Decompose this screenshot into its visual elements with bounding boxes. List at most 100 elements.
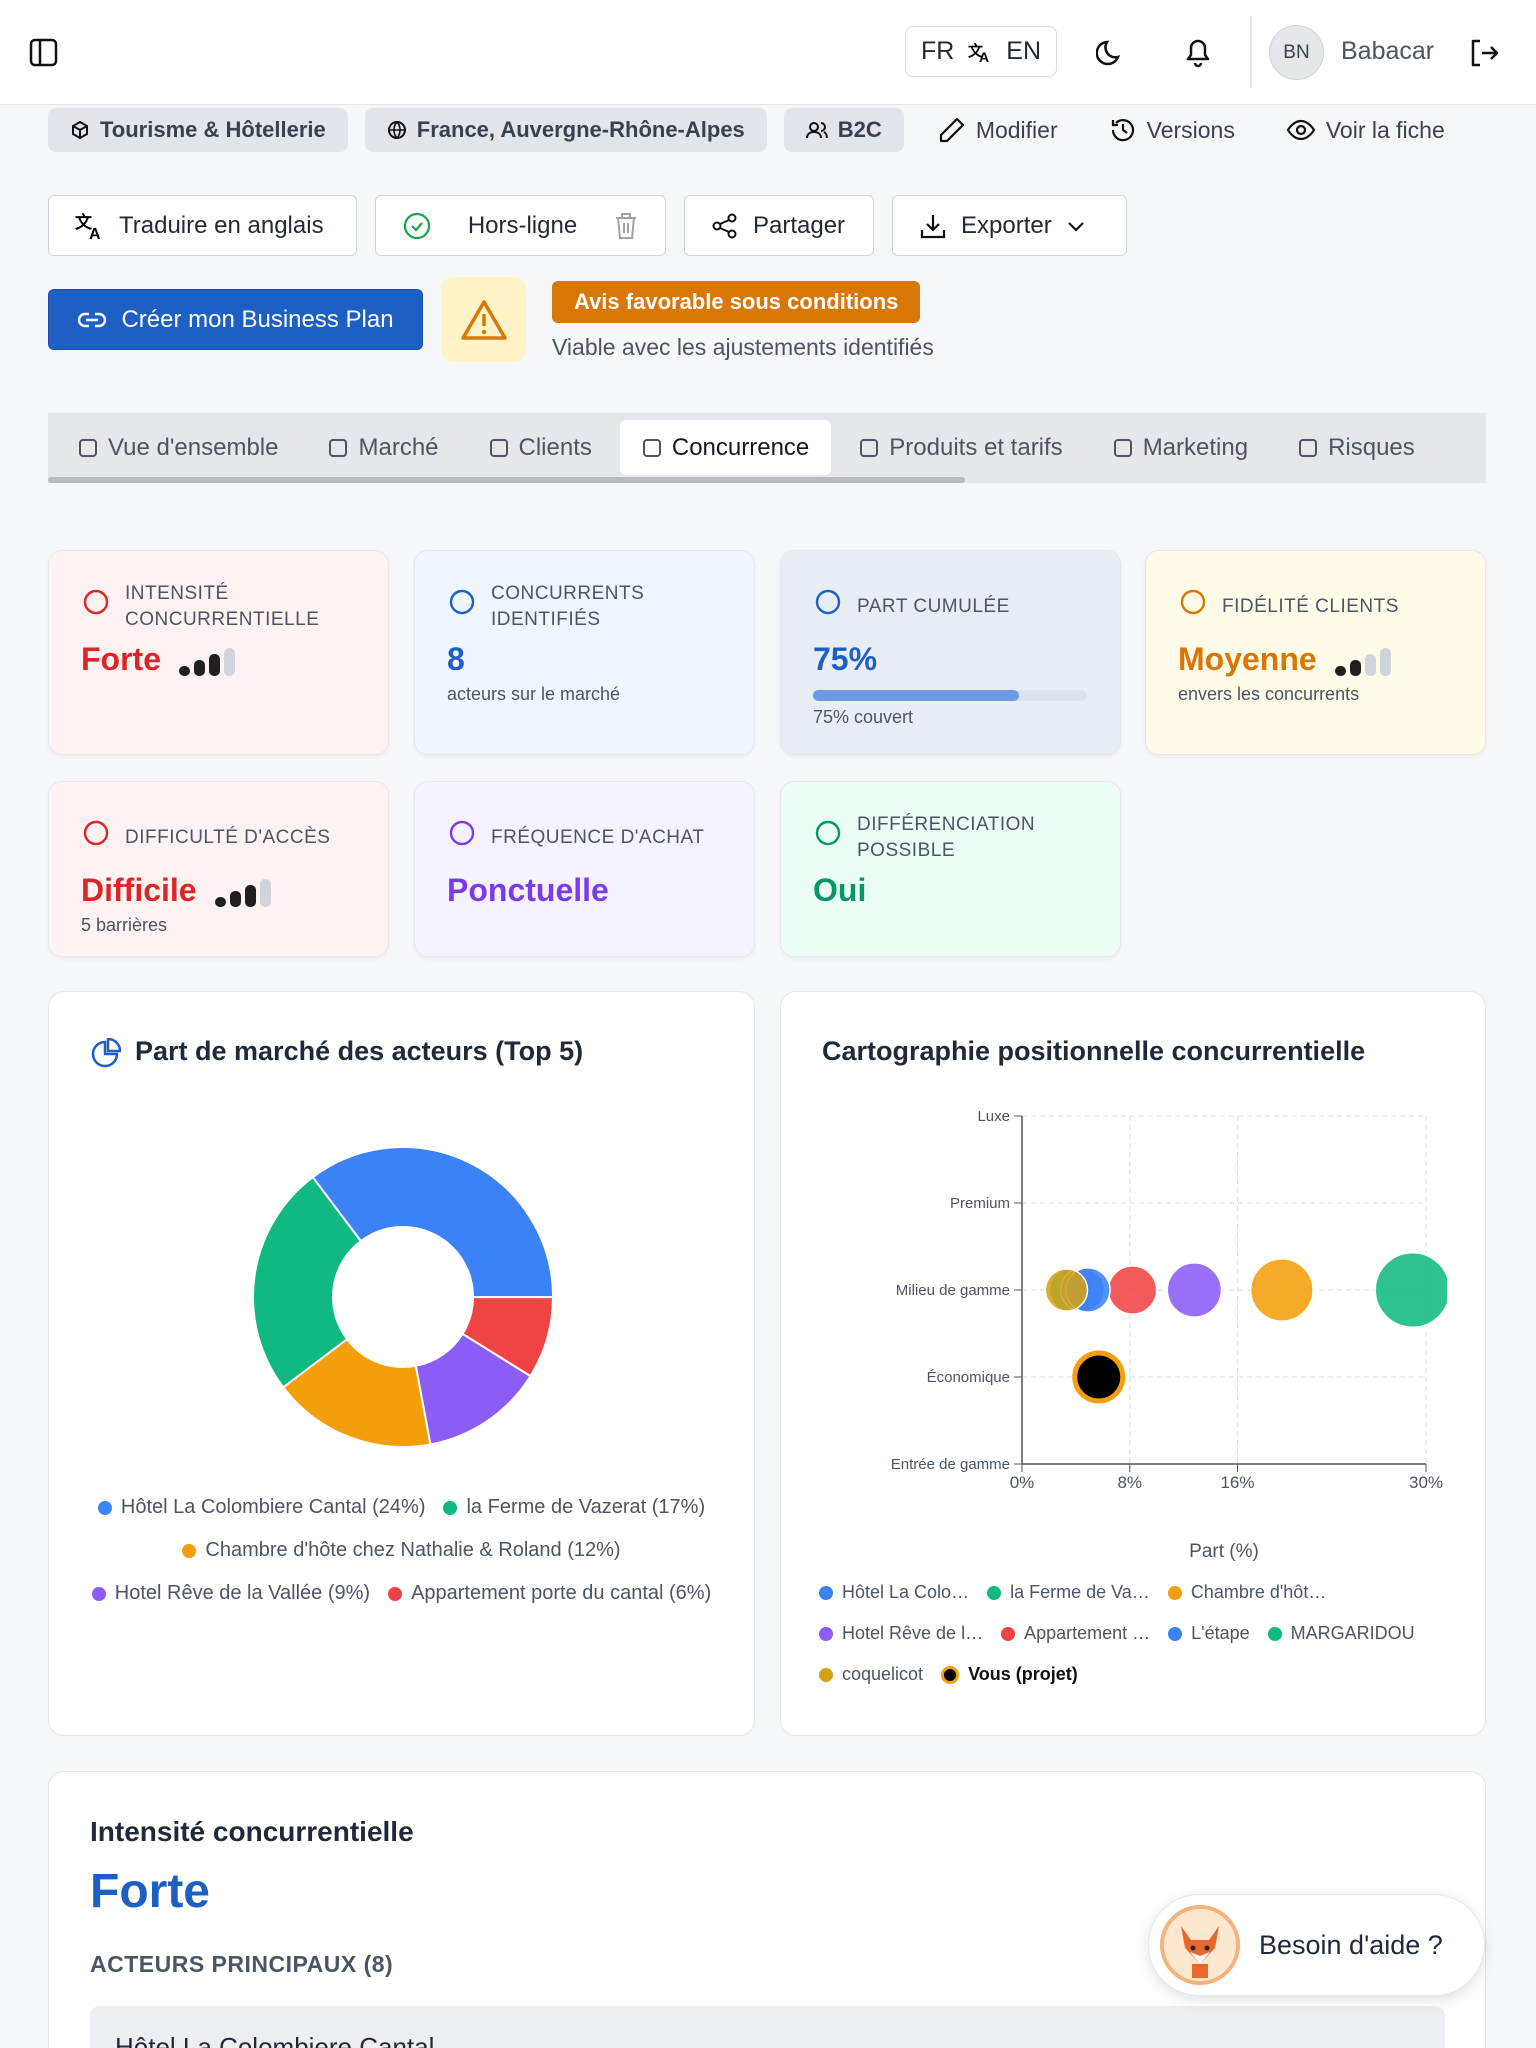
stat-header: Fidélité clients — [1178, 581, 1453, 633]
legend-label: Hôtel La Colombiere Cantal (24%) — [120, 1496, 426, 1518]
stat-value-text: 75% — [813, 641, 878, 677]
donut-slice — [252, 1175, 363, 1389]
legend-dot — [819, 1585, 833, 1600]
stat-card: Fréquence d'achat Ponctuelle — [414, 781, 755, 957]
donut-slice — [311, 1146, 555, 1299]
tab-icon — [1299, 438, 1318, 457]
legend-label: la Ferme de Va… — [1010, 1582, 1150, 1602]
export-button[interactable]: Exporter — [892, 195, 1127, 256]
legend-label: L'étape — [1191, 1623, 1250, 1643]
trash-icon[interactable] — [613, 211, 639, 241]
donut-chart — [252, 1146, 555, 1448]
tag-text: France, Auvergne-Rhône-Alpes — [416, 117, 745, 142]
stat-header: Concurrents identifiés — [447, 581, 722, 633]
notifications[interactable] — [1183, 37, 1213, 69]
button-text: Hors-ligne — [467, 211, 578, 239]
legend-item: Chambre d'hôte chez Nathalie & Roland (1… — [182, 1539, 621, 1562]
tab[interactable]: Risques — [1276, 420, 1437, 475]
legend-dot — [443, 1500, 458, 1515]
stat-value-text: Moyenne — [1178, 641, 1317, 677]
stat-card: Part cumulée 75% 75% couvert — [780, 550, 1121, 755]
signal-bar — [194, 659, 205, 676]
edit-link[interactable]: Modifier — [938, 116, 1058, 144]
button-text: Partager — [753, 211, 846, 239]
tab-icon — [329, 438, 348, 457]
bubble — [1166, 1262, 1223, 1318]
view-link[interactable]: Voir la fiche — [1286, 116, 1445, 144]
actor-name: Hôtel La Colombiere Cantal — [115, 2032, 435, 2048]
donut-slice — [281, 1337, 432, 1448]
tab-icon — [860, 438, 879, 457]
signal-bar — [1364, 653, 1376, 676]
intensity-value: Forte — [90, 1865, 210, 1918]
positioning-card: Cartographie positionnelle concurrentiel… — [780, 991, 1486, 1736]
business-plan-button[interactable]: Créer mon Business Plan — [48, 289, 423, 350]
stat-card: Difficulté d'accès Difficile 5 barrières — [48, 781, 389, 957]
tab[interactable]: Marché — [306, 420, 460, 475]
versions-link[interactable]: Versions — [1109, 116, 1235, 144]
legend-item: L'étape — [1168, 1623, 1250, 1644]
tab-icon — [1113, 438, 1132, 457]
icon-shape — [83, 589, 109, 615]
scatter-chart: Entrée de gamme Économique Milieu de gamme… — [891, 1108, 1447, 1562]
globe-icon — [387, 121, 406, 140]
tab-icon — [79, 438, 97, 457]
help-button[interactable]: Besoin d'aide ? — [1148, 1894, 1485, 1996]
stat-value: Difficile — [81, 872, 356, 909]
legend-label: Chambre d'hôte chez Nathalie & Roland (1… — [205, 1539, 621, 1561]
signal-bars — [179, 647, 235, 676]
share-button[interactable]: Partager — [684, 195, 874, 256]
tab-label: Clients — [518, 433, 592, 461]
verdict-text: Viable avec les ajustements identifiés — [552, 334, 934, 360]
translate-icon: 文A — [75, 212, 101, 241]
stat-value: Forte — [81, 641, 356, 678]
tab-label: Concurrence — [671, 433, 810, 461]
icon-shape — [83, 820, 109, 846]
stat-header: Différenciation possible — [813, 812, 1088, 864]
theme-toggle[interactable] — [1096, 38, 1126, 68]
legend-item: Vous (projet) — [941, 1664, 1078, 1685]
offline-button[interactable]: Hors-ligne — [375, 195, 666, 256]
stat-label: Intensité concurrentielle — [125, 583, 320, 630]
signal-bars — [1334, 647, 1391, 676]
tab[interactable]: Vue d'ensemble — [56, 420, 300, 475]
warning-badge — [441, 277, 526, 362]
legend-dot — [97, 1500, 112, 1515]
legend-dot — [1001, 1626, 1016, 1641]
svg-text:A: A — [979, 49, 989, 64]
market-share-card: Part de marché des acteurs (Top 5) Hôtel… — [48, 991, 755, 1736]
legend-label: Appartement porte du cantal (6%) — [411, 1582, 712, 1604]
lang-to: EN — [1006, 37, 1042, 65]
tag: B2C — [783, 108, 904, 152]
stat-value: 8 — [447, 641, 722, 678]
stat-value-text: Ponctuelle — [447, 872, 609, 908]
stat-value: 75% — [813, 641, 1088, 678]
tag-row: Tourisme & Hôtellerie France, Auvergne-R… — [48, 108, 1445, 152]
legend-dot — [1167, 1585, 1182, 1600]
logout[interactable] — [1468, 37, 1500, 69]
svg-text:文: 文 — [968, 42, 984, 60]
button-text: Traduire en anglais — [119, 211, 324, 239]
stat-value: Moyenne — [1178, 641, 1453, 678]
legend-dot — [819, 1626, 833, 1641]
tab[interactable]: Clients — [467, 420, 614, 475]
icon-shape — [449, 589, 475, 615]
eye-icon — [1286, 119, 1316, 141]
tab[interactable]: Marketing — [1091, 420, 1270, 475]
stat-caption: acteurs sur le marché — [447, 684, 621, 704]
stat-caption: 5 barrières — [81, 915, 168, 935]
tab[interactable]: Produits et tarifs — [837, 420, 1084, 475]
translate-button[interactable]: 文 A Traduire en anglais — [48, 195, 357, 256]
button-text: Créer mon Business Plan — [121, 305, 394, 333]
x-tick-label: 8% — [1117, 1473, 1142, 1492]
tab-icon — [642, 438, 661, 457]
sidebar-toggle[interactable] — [29, 38, 58, 67]
link-icon — [78, 312, 107, 327]
avatar[interactable]: BN — [1269, 25, 1324, 80]
warning-icon — [460, 299, 507, 340]
tab[interactable]: Concurrence — [619, 420, 832, 475]
action-row: 文 A Traduire en anglais Hors-ligne Partage… — [48, 195, 1127, 256]
legend-dot — [91, 1586, 106, 1601]
